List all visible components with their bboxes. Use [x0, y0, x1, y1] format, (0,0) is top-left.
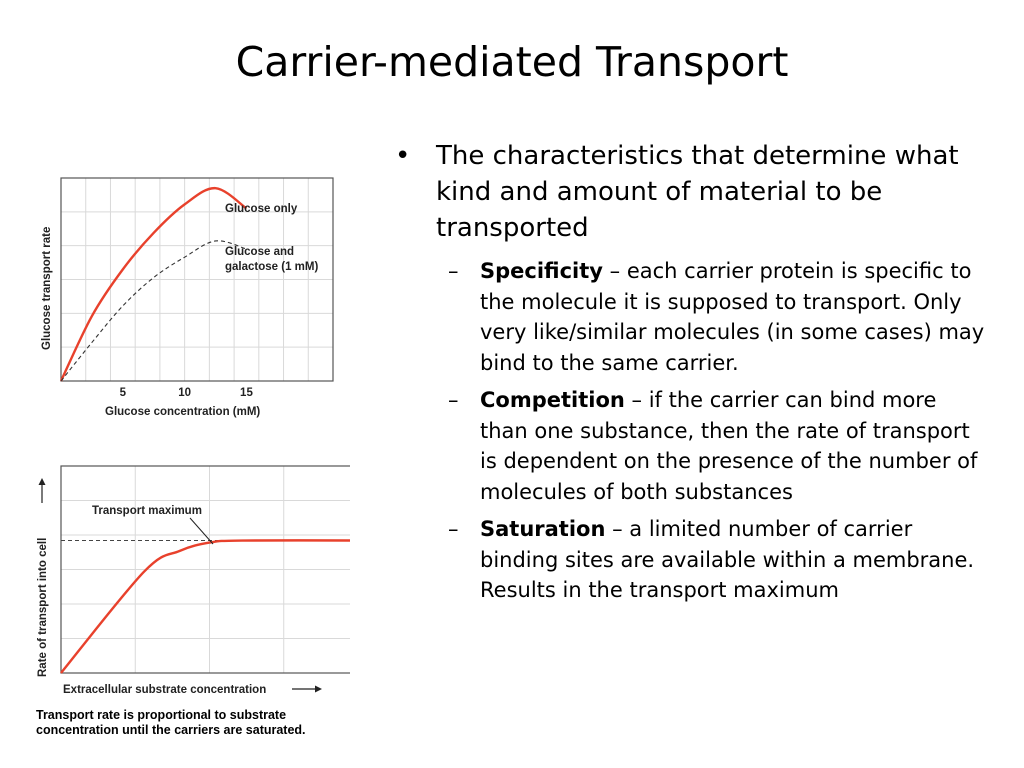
chart1-x-tick-label: 5 — [120, 387, 127, 399]
chart1-x-tick-label: 10 — [178, 387, 191, 399]
saturation-transport-chart: Transport maximum Extracellular substrat… — [37, 465, 350, 696]
subpoint-term: Saturation — [480, 517, 606, 541]
subpoint-term: Specificity — [480, 259, 603, 283]
chart1-series-0-line — [59, 186, 248, 382]
subpoint-dash: – — [448, 388, 459, 412]
subpoint-dash: – — [448, 517, 459, 541]
subpoint-competition: – Competition – if the carrier can bind … — [395, 385, 985, 507]
chart-caption: Transport rate is proportional to substr… — [36, 708, 306, 737]
chart1-series-1-line — [60, 240, 247, 382]
main-bullet: • The characteristics that determine wha… — [395, 138, 985, 246]
subpoint-specificity: – Specificity – each carrier protein is … — [395, 256, 985, 378]
main-bullet-text: The characteristics that determine what … — [436, 141, 959, 243]
subpoint-text: – a limited number of carrier binding si… — [480, 517, 975, 602]
chart1-legend-glucose-galactose-line2: galactose (1 mM) — [225, 261, 318, 273]
chart2-xlabel-arrowhead — [315, 685, 322, 693]
glucose-transport-chart: 5 10 15 Glucose only Glucose and galactose… — [41, 177, 334, 418]
subpoint-text: – if the carrier can bind more than one … — [480, 388, 978, 504]
chart1-x-tick-label: 15 — [240, 387, 253, 399]
subpoint-list: – Specificity – each carrier protein is … — [395, 256, 985, 606]
subpoint-saturation: – Saturation – a limited number of carri… — [395, 514, 985, 606]
chart2-series-0-line — [60, 539, 350, 674]
chart2-ylabel: Rate of transport into cell — [37, 538, 49, 677]
chart1-ylabel: Glucose transport rate — [41, 227, 53, 350]
chart1-legend-glucose-galactose-line1: Glucose and — [225, 246, 294, 258]
chart2-plot-border — [60, 465, 350, 674]
chart1-legend-glucose-only: Glucose only — [225, 203, 298, 215]
chart2-xlabel: Extracellular substrate concentration — [63, 684, 266, 696]
bullet-dot: • — [395, 141, 411, 171]
chart2-annotation: Transport maximum — [92, 505, 202, 517]
chart1-xlabel: Glucose concentration (mM) — [105, 406, 260, 418]
subpoint-term: Competition — [480, 388, 625, 412]
chart2-ylabel-arrowhead — [38, 478, 46, 485]
slide-title: Carrier-mediated Transport — [235, 38, 789, 86]
chart2-annotation-pointer — [189, 517, 214, 545]
subpoint-text: – each carrier protein is specific to th… — [480, 259, 985, 375]
chart1-plot-border — [60, 177, 334, 382]
slide-content: • The characteristics that determine wha… — [395, 138, 985, 613]
subpoint-dash: – — [448, 259, 459, 283]
